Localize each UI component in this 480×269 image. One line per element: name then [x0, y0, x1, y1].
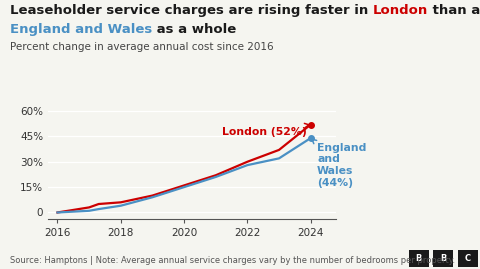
Text: B: B — [440, 254, 446, 263]
FancyBboxPatch shape — [458, 250, 478, 267]
Text: C: C — [465, 254, 471, 263]
Text: than across: than across — [428, 4, 480, 17]
Text: London: London — [372, 4, 428, 17]
Text: Source: Hamptons | Note: Average annual service charges vary by the number of be: Source: Hamptons | Note: Average annual … — [10, 256, 455, 265]
Text: Percent change in average annual cost since 2016: Percent change in average annual cost si… — [10, 42, 273, 52]
FancyBboxPatch shape — [433, 250, 453, 267]
Text: London (52%): London (52%) — [222, 123, 310, 137]
Text: England and Wales: England and Wales — [10, 23, 152, 36]
Text: as a whole: as a whole — [152, 23, 236, 36]
Text: England
and
Wales
(44%): England and Wales (44%) — [312, 139, 366, 187]
Text: B: B — [415, 254, 422, 263]
Text: Leaseholder service charges are rising faster in: Leaseholder service charges are rising f… — [10, 4, 372, 17]
FancyBboxPatch shape — [408, 250, 429, 267]
